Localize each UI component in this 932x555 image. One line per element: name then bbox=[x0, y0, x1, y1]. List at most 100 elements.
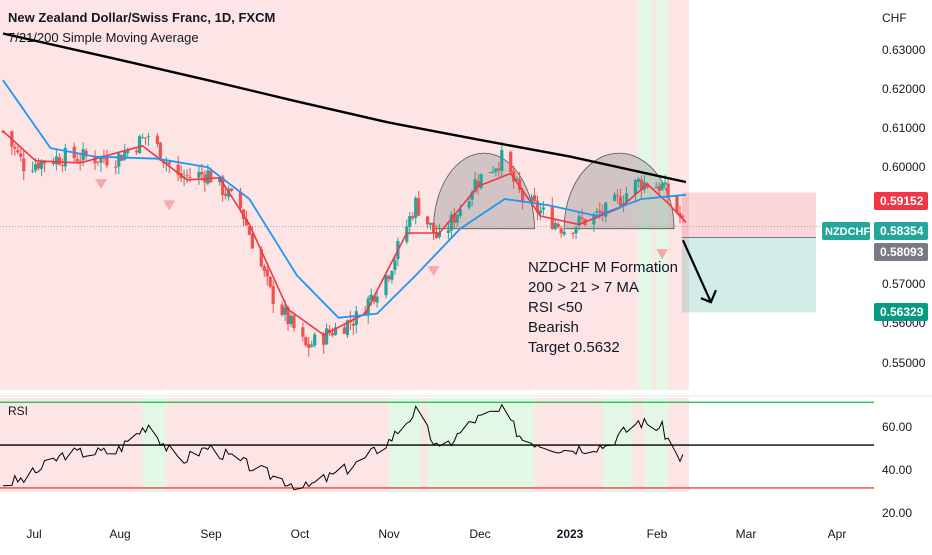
time-label: Jul bbox=[26, 527, 41, 541]
bearish-candle bbox=[93, 150, 97, 171]
candle-body bbox=[455, 214, 459, 223]
ma-21-line bbox=[2, 79, 686, 319]
bearish-candle bbox=[155, 133, 159, 148]
candle-body bbox=[675, 196, 679, 213]
bullish-background-band bbox=[656, 0, 669, 390]
bearish-candle bbox=[434, 225, 439, 239]
candle-body bbox=[286, 307, 290, 325]
candle-body bbox=[105, 158, 109, 166]
bullish-candle bbox=[449, 211, 453, 239]
bullish-candle bbox=[541, 201, 545, 216]
forecast-arrow-head bbox=[700, 289, 717, 304]
bearish-candle bbox=[84, 147, 88, 160]
candle-body bbox=[446, 230, 450, 233]
entry-price-badge bbox=[874, 243, 928, 261]
candle-body bbox=[417, 198, 421, 216]
bearish-candle bbox=[497, 161, 501, 177]
sell-signal-arrow bbox=[656, 249, 669, 260]
annotation-line-1: NZDCHF M Formation bbox=[528, 259, 678, 276]
candle-body bbox=[411, 216, 415, 219]
candle-body bbox=[571, 232, 575, 234]
take-profit-zone bbox=[681, 237, 816, 313]
bullish-candle bbox=[408, 211, 412, 235]
annotation-line-2: 200 > 21 > 7 MA bbox=[528, 279, 639, 296]
candle-body bbox=[562, 231, 566, 235]
bullish-candle bbox=[494, 167, 498, 177]
candle-body bbox=[449, 214, 453, 231]
sell-signal-arrow bbox=[94, 179, 107, 190]
candle-body bbox=[167, 162, 171, 165]
bearish-candle bbox=[271, 280, 275, 313]
time-label: Nov bbox=[378, 527, 399, 541]
signal-background bbox=[0, 0, 689, 492]
bearish-candle bbox=[666, 178, 670, 204]
time-label: Aug bbox=[109, 527, 130, 541]
candle-body bbox=[663, 182, 667, 185]
bearish-candle bbox=[639, 175, 643, 199]
bullish-candle bbox=[414, 196, 418, 225]
candle-body bbox=[681, 215, 685, 217]
symbol-badge bbox=[822, 222, 870, 240]
candle-body bbox=[500, 150, 504, 171]
price-tick: 0.61000 bbox=[882, 121, 926, 135]
candle-body bbox=[595, 211, 599, 213]
candle-body bbox=[218, 177, 222, 183]
bullish-candle bbox=[197, 164, 201, 185]
candle-body bbox=[458, 209, 462, 217]
candle-body bbox=[639, 179, 643, 190]
candle-body bbox=[134, 150, 139, 153]
candle-body bbox=[313, 334, 317, 346]
bullish-candle bbox=[137, 134, 142, 154]
chart-subtitle: 7/21/200 Simple Moving Average bbox=[8, 30, 199, 45]
candle-body bbox=[126, 150, 130, 154]
candle-body bbox=[550, 206, 554, 229]
bullish-candle bbox=[117, 151, 121, 175]
candle-body bbox=[491, 171, 495, 173]
time-axis: Jul Aug Sep Oct Nov Dec 2023 Feb Mar Apr bbox=[26, 527, 846, 541]
candle-body bbox=[598, 210, 602, 213]
candle-body bbox=[238, 191, 243, 208]
candle-body bbox=[99, 156, 103, 163]
ma-200-line bbox=[2, 32, 687, 184]
bearish-candle bbox=[292, 314, 296, 332]
bearish-candle bbox=[431, 222, 436, 241]
candle-body bbox=[292, 315, 296, 329]
candle-body bbox=[143, 137, 148, 139]
bullish-candle bbox=[455, 213, 459, 227]
candle-body bbox=[96, 161, 100, 163]
bearish-candle bbox=[42, 160, 47, 173]
candle-body bbox=[60, 165, 64, 167]
candle-body bbox=[155, 135, 159, 144]
candle-body bbox=[604, 202, 608, 217]
bearish-candle bbox=[78, 152, 82, 171]
bullish-candle bbox=[458, 204, 462, 219]
candle-body bbox=[22, 158, 26, 172]
bullish-candle bbox=[31, 161, 35, 174]
bearish-candle bbox=[16, 145, 20, 155]
bullish-candle bbox=[636, 176, 640, 188]
candle-body bbox=[532, 195, 537, 202]
bullish-candle bbox=[479, 173, 483, 190]
bearish-candle bbox=[134, 148, 139, 155]
candle-body bbox=[633, 180, 638, 195]
candle-body bbox=[559, 228, 563, 234]
candle-body bbox=[467, 201, 471, 208]
time-label: Mar bbox=[736, 527, 757, 541]
stop-price-badge bbox=[874, 192, 928, 210]
candle-body bbox=[307, 344, 311, 349]
candle-body bbox=[54, 156, 59, 165]
bearish-candle bbox=[657, 182, 661, 195]
bearish-candle bbox=[19, 148, 23, 162]
trade-projection bbox=[681, 192, 816, 313]
candle-body bbox=[529, 196, 534, 203]
candle-body bbox=[666, 183, 670, 198]
stop-price-label: 0.59152 bbox=[880, 194, 924, 208]
bullish-candle bbox=[384, 274, 388, 299]
price-tick: 0.55000 bbox=[882, 356, 926, 370]
candle-body bbox=[224, 193, 228, 196]
candle-body bbox=[262, 266, 266, 271]
candle-body bbox=[431, 222, 436, 233]
bearish-candle bbox=[307, 336, 311, 357]
